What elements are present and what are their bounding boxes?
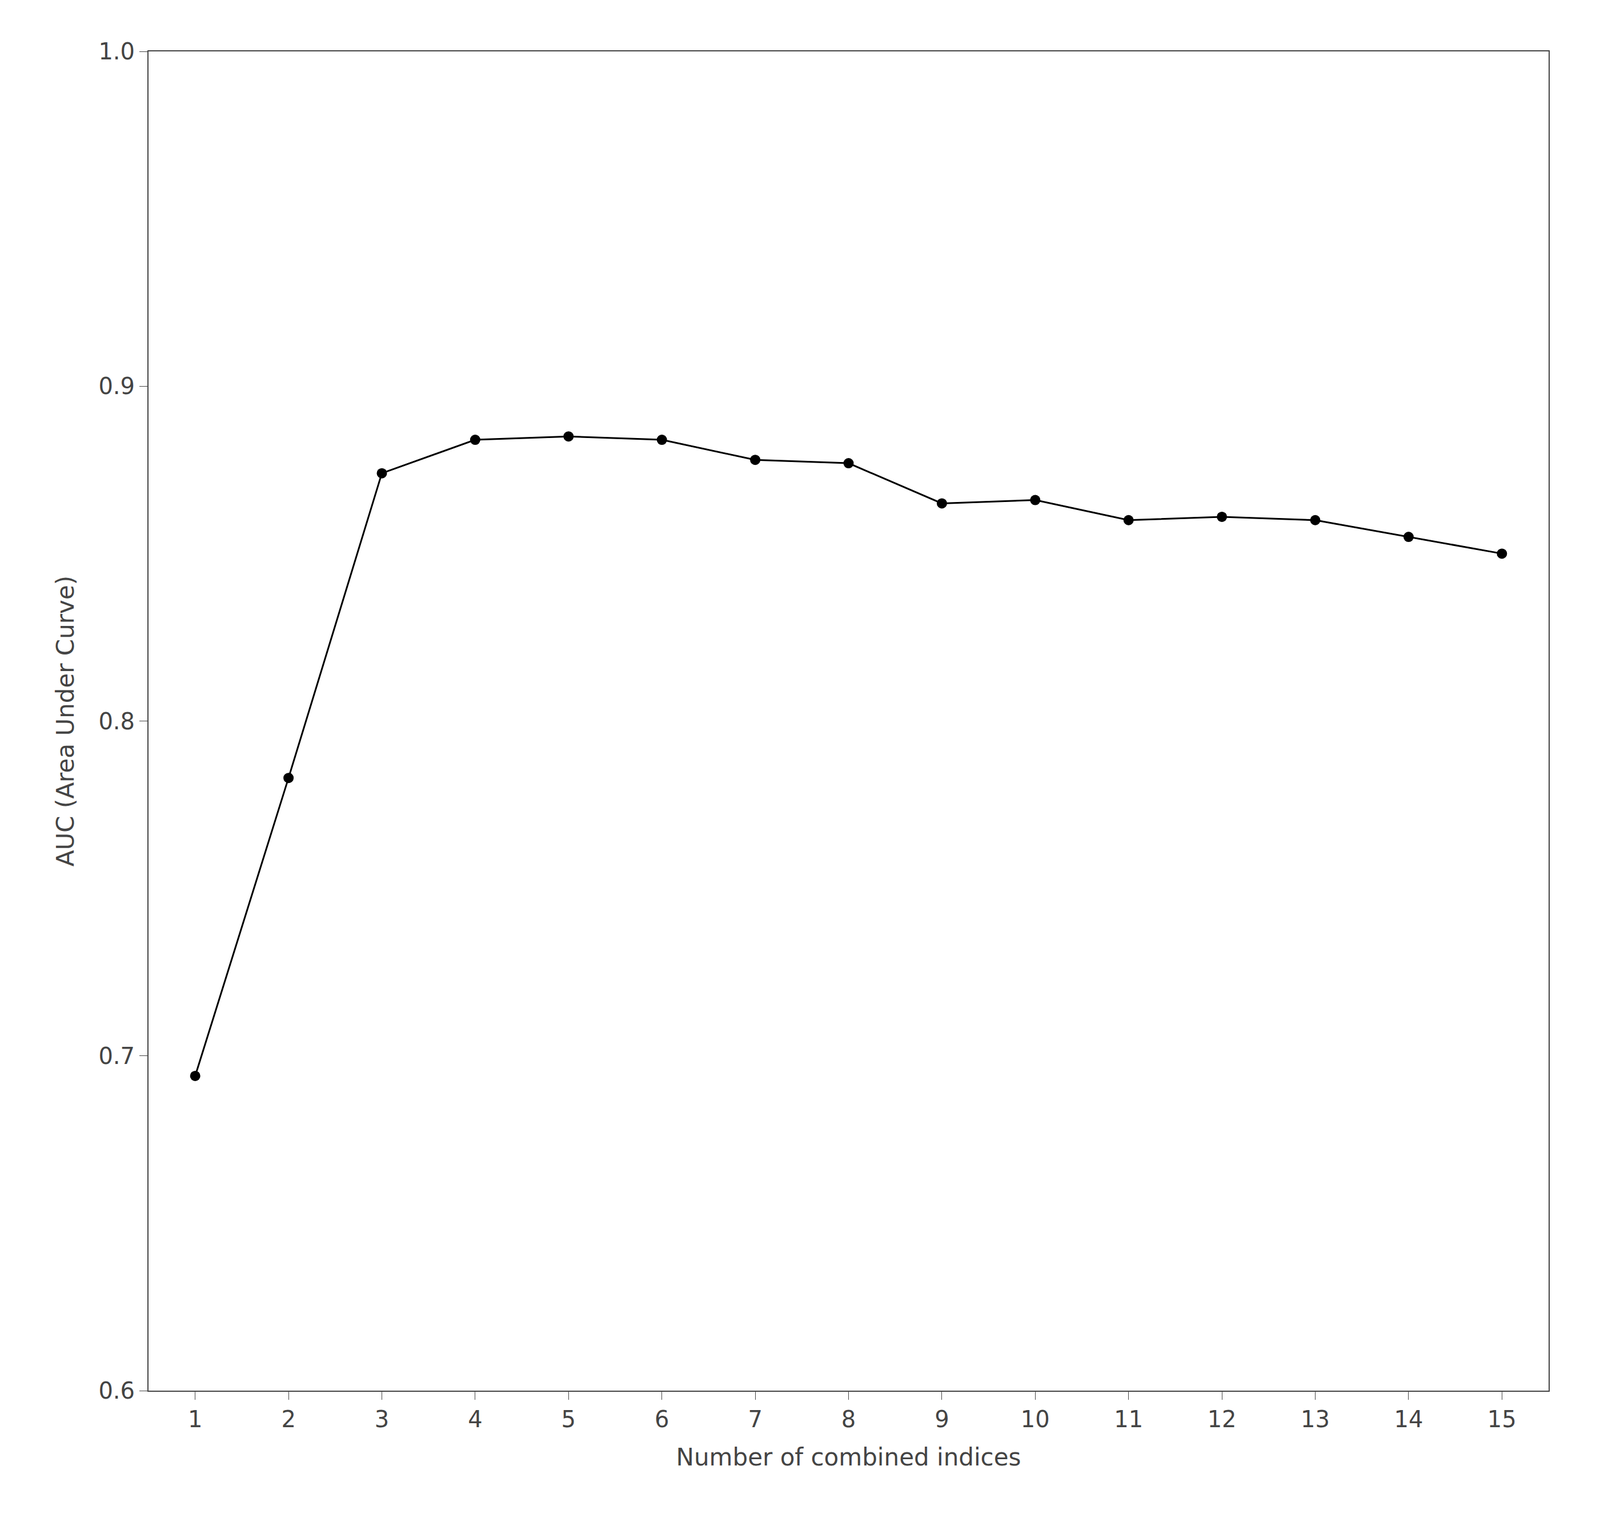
svg-text:1.0: 1.0 bbox=[98, 38, 135, 65]
svg-text:Number of combined indices: Number of combined indices bbox=[676, 1443, 1022, 1472]
svg-text:1: 1 bbox=[187, 1406, 203, 1433]
svg-text:4: 4 bbox=[467, 1406, 483, 1433]
svg-text:5: 5 bbox=[561, 1406, 576, 1433]
svg-text:0.9: 0.9 bbox=[98, 373, 135, 400]
svg-text:AUC (Area Under Curve): AUC (Area Under Curve) bbox=[51, 575, 80, 867]
svg-text:0.7: 0.7 bbox=[98, 1043, 135, 1070]
svg-text:12: 12 bbox=[1207, 1406, 1237, 1433]
svg-text:0.6: 0.6 bbox=[98, 1377, 135, 1405]
svg-text:11: 11 bbox=[1113, 1406, 1144, 1433]
svg-text:14: 14 bbox=[1393, 1406, 1423, 1433]
svg-text:3: 3 bbox=[374, 1406, 390, 1433]
svg-text:13: 13 bbox=[1300, 1406, 1330, 1433]
svg-text:15: 15 bbox=[1487, 1406, 1517, 1433]
svg-text:6: 6 bbox=[654, 1406, 669, 1433]
svg-text:8: 8 bbox=[841, 1406, 856, 1433]
svg-text:9: 9 bbox=[934, 1406, 949, 1433]
svg-text:10: 10 bbox=[1020, 1406, 1050, 1433]
svg-text:2: 2 bbox=[281, 1406, 296, 1433]
svg-text:0.8: 0.8 bbox=[98, 708, 135, 735]
svg-text:7: 7 bbox=[747, 1406, 763, 1433]
